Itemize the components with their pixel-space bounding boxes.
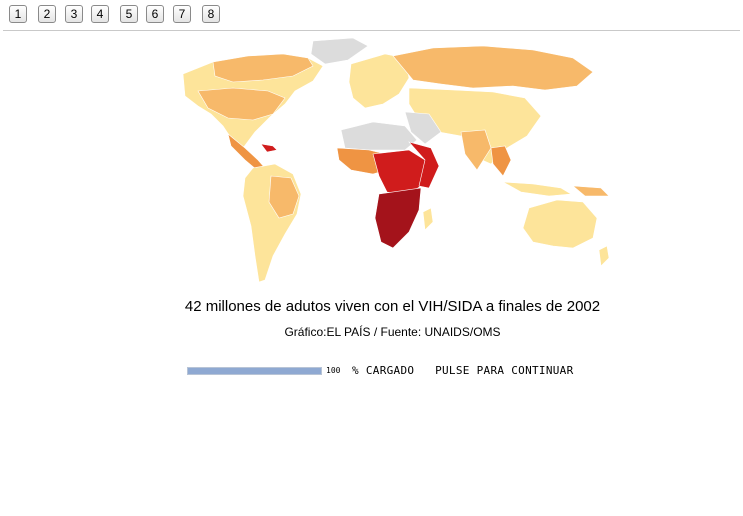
region-greenland — [310, 37, 369, 65]
page-button-7[interactable]: 7 — [173, 5, 191, 23]
loading-progress-fill — [188, 368, 321, 374]
world-hiv-map[interactable] — [173, 36, 613, 286]
region-usa — [197, 87, 286, 121]
page-button-3[interactable]: 3 — [65, 5, 83, 23]
region-australia — [522, 199, 598, 249]
region-brazil — [268, 175, 300, 219]
map-title: 42 millones de adutos viven con el VIH/S… — [184, 298, 601, 315]
map-source: Gráfico:EL PAÍS / Fuente: UNAIDS/OMS — [284, 325, 501, 339]
region-north-africa — [340, 121, 418, 151]
region-canada — [212, 53, 314, 83]
continue-prompt[interactable]: % CARGADO PULSE PARA CONTINUAR — [352, 364, 574, 377]
page-button-4[interactable]: 4 — [91, 5, 109, 23]
loading-percent-value: 100 — [326, 366, 341, 375]
region-caribbean — [260, 143, 278, 153]
page-button-6[interactable]: 6 — [146, 5, 164, 23]
region-madagascar — [422, 207, 434, 231]
page-button-1[interactable]: 1 — [9, 5, 27, 23]
region-east-africa — [408, 141, 440, 189]
page-button-5[interactable]: 5 — [120, 5, 138, 23]
region-india — [460, 129, 492, 171]
page-button-2[interactable]: 2 — [38, 5, 56, 23]
page-button-8[interactable]: 8 — [202, 5, 220, 23]
header-divider — [3, 30, 740, 31]
region-southern-africa — [374, 187, 422, 249]
region-indonesia — [502, 181, 572, 197]
region-southeast-asia — [490, 145, 512, 177]
region-papua — [572, 185, 610, 197]
region-new-zealand — [598, 245, 610, 267]
region-russia — [392, 45, 594, 91]
region-middle-east — [404, 111, 442, 145]
loading-progress-bar — [187, 367, 322, 375]
